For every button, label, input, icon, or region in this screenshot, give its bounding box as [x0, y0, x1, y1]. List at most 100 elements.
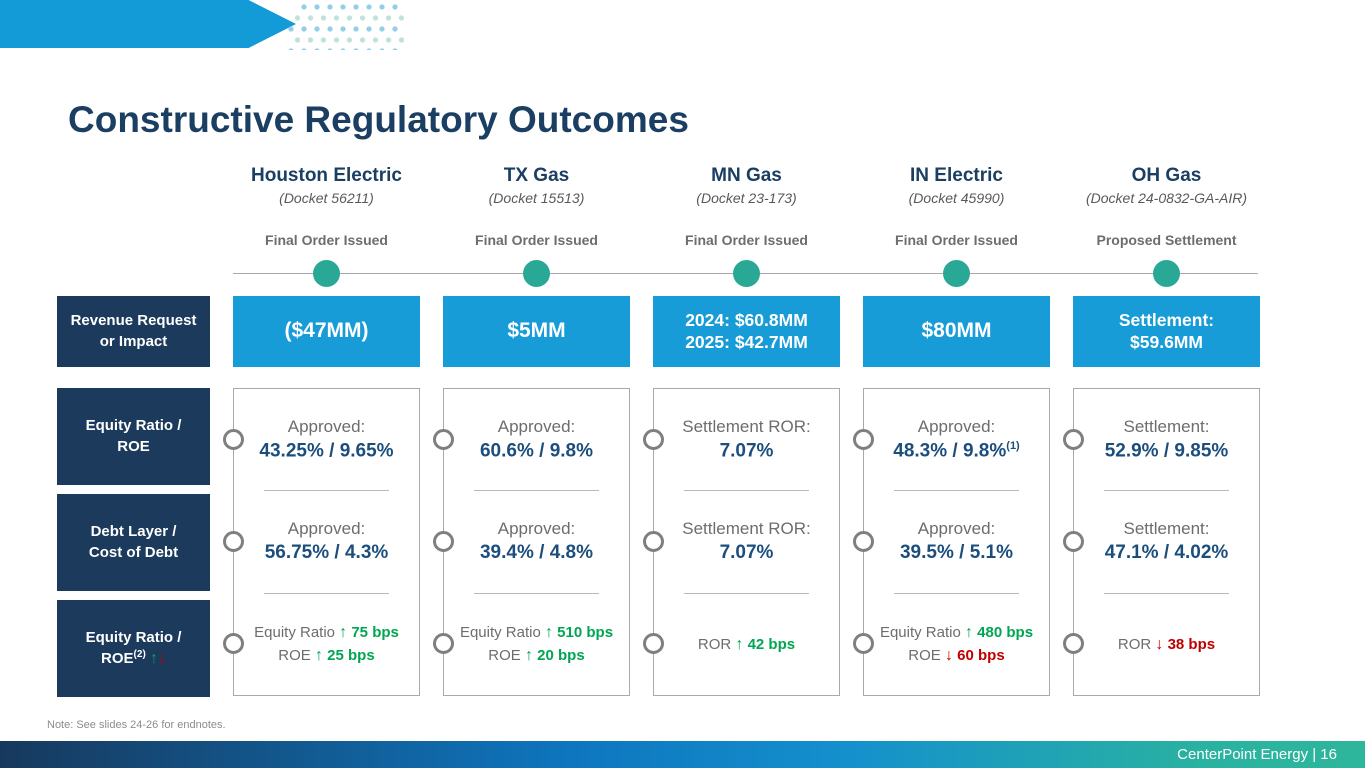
timeline-dot — [523, 260, 550, 287]
timeline-dot — [313, 260, 340, 287]
outcome-box-houston-electric: Approved: 43.25% / 9.65% Approved: 56.75… — [223, 388, 420, 696]
divider — [1103, 490, 1230, 492]
change-cell: Equity Ratio ↑ 75 bps ROE ↑ 25 bps — [254, 624, 399, 665]
down-arrow-icon: ↓ — [157, 649, 166, 667]
change-cell: ROR ↑ 42 bps — [697, 635, 796, 653]
status-label: Final Order Issued — [895, 232, 1018, 248]
column-header-oh-gas: OH Gas (Docket 24-0832-GA-AIR) — [1073, 165, 1260, 206]
column-header-in-electric: IN Electric (Docket 45990) — [863, 165, 1050, 206]
circle-marker — [853, 429, 874, 450]
column-header-mn-gas: MN Gas (Docket 23-173) — [653, 165, 840, 206]
circle-marker — [643, 531, 664, 552]
outcome-box-tx-gas: Approved: 60.6% / 9.8% Approved: 39.4% /… — [433, 388, 630, 696]
status-label: Final Order Issued — [685, 232, 808, 248]
column-header-houston-electric: Houston Electric (Docket 56211) — [233, 165, 420, 206]
revenue-value-box: ($47MM) — [233, 296, 420, 367]
circle-marker — [643, 633, 664, 654]
row-label-debt-cost: Debt Layer / Cost of Debt — [57, 494, 210, 591]
revenue-row: Revenue Request or Impact ($47MM) $5MM 2… — [57, 296, 1260, 367]
column-name: OH Gas — [1131, 165, 1202, 186]
column-name: Houston Electric — [251, 165, 402, 186]
up-arrow-icon: ↑ — [524, 647, 533, 665]
divider — [683, 592, 810, 594]
header-arrow-banner — [0, 0, 296, 48]
footer-page-label: CenterPoint Energy | 16 — [1177, 746, 1337, 763]
divider — [263, 592, 390, 594]
status-row: Final Order Issued Final Order Issued Fi… — [57, 232, 1260, 248]
outcome-box-mn-gas: Settlement ROR: 7.07% Settlement ROR: 7.… — [643, 388, 840, 696]
change-cell: Equity Ratio ↑ 510 bps ROE ↑ 20 bps — [459, 624, 614, 665]
docket-number: (Docket 24-0832-GA-AIR) — [1085, 189, 1248, 206]
up-arrow-icon: ↑ — [314, 647, 323, 665]
timeline-dot — [1153, 260, 1180, 287]
circle-marker — [853, 633, 874, 654]
outcomes-row: Equity Ratio / ROE Debt Layer / Cost of … — [57, 388, 1260, 697]
docket-number: (Docket 23-173) — [696, 189, 797, 206]
column-header-tx-gas: TX Gas (Docket 15513) — [443, 165, 630, 206]
row-label-revenue: Revenue Request or Impact — [57, 296, 210, 367]
circle-marker — [433, 633, 454, 654]
circle-marker — [223, 531, 244, 552]
change-cell: ROR ↓ 38 bps — [1117, 635, 1216, 653]
divider — [263, 490, 390, 492]
equity-roe-cell: Approved: 60.6% / 9.8% — [479, 417, 594, 462]
column-name: IN Electric — [910, 165, 1003, 186]
timeline-dot — [943, 260, 970, 287]
circle-marker — [643, 429, 664, 450]
change-cell: Equity Ratio ↑ 480 bps ROE ↓ 60 bps — [879, 624, 1034, 665]
timeline-dot — [733, 260, 760, 287]
docket-number: (Docket 45990) — [908, 189, 1005, 206]
divider — [893, 490, 1020, 492]
row-label-column: Equity Ratio / ROE Debt Layer / Cost of … — [57, 388, 210, 697]
circle-marker — [433, 429, 454, 450]
up-arrow-icon: ↑ — [735, 635, 744, 653]
revenue-value-box: 2024: $60.8MM 2025: $42.7MM — [653, 296, 840, 367]
footer-bar: CenterPoint Energy | 16 — [0, 741, 1365, 768]
circle-marker — [223, 633, 244, 654]
row-label-equity-roe: Equity Ratio / ROE — [57, 388, 210, 485]
divider — [473, 592, 600, 594]
dot-pattern-decoration — [288, 4, 404, 50]
up-arrow-icon: ↑ — [545, 624, 553, 642]
column-name: MN Gas — [711, 165, 782, 186]
up-arrow-icon: ↑ — [339, 624, 348, 642]
divider — [683, 490, 810, 492]
equity-roe-cell: Settlement: 52.9% / 9.85% — [1104, 417, 1229, 462]
outcome-box-oh-gas: Settlement: 52.9% / 9.85% Settlement: 47… — [1063, 388, 1260, 696]
circle-marker — [223, 429, 244, 450]
down-arrow-icon: ↓ — [944, 647, 953, 665]
equity-roe-cell: Approved: 43.25% / 9.65% — [259, 417, 394, 462]
revenue-value-box: $80MM — [863, 296, 1050, 367]
divider — [473, 490, 600, 492]
divider — [1103, 592, 1230, 594]
debt-cost-cell: Approved: 39.5% / 5.1% — [899, 519, 1014, 564]
circle-marker — [1063, 429, 1084, 450]
status-label: Final Order Issued — [475, 232, 598, 248]
circle-marker — [433, 531, 454, 552]
revenue-value-box: $5MM — [443, 296, 630, 367]
up-arrow-icon: ↑ — [965, 624, 973, 642]
debt-cost-cell: Approved: 39.4% / 4.8% — [479, 519, 594, 564]
debt-cost-cell: Settlement: 47.1% / 4.02% — [1104, 519, 1229, 564]
up-arrow-icon: ↑ — [149, 649, 158, 667]
equity-roe-cell: Approved: 48.3% / 9.8%(1) — [893, 417, 1020, 462]
status-label: Proposed Settlement — [1096, 232, 1237, 248]
row-label-equity-roe-change: Equity Ratio / ROE(2) ↑↓ — [57, 600, 210, 697]
outcome-box-in-electric: Approved: 48.3% / 9.8%(1) Approved: 39.5… — [853, 388, 1050, 696]
circle-marker — [1063, 633, 1084, 654]
column-header-row: Houston Electric (Docket 56211) TX Gas (… — [57, 165, 1260, 206]
divider — [893, 592, 1020, 594]
debt-cost-cell: Approved: 56.75% / 4.3% — [264, 519, 389, 564]
timeline — [57, 258, 1260, 292]
endnote-text: Note: See slides 24-26 for endnotes. — [47, 719, 226, 731]
docket-number: (Docket 56211) — [279, 189, 374, 206]
revenue-value-box: Settlement: $59.6MM — [1073, 296, 1260, 367]
status-label: Final Order Issued — [265, 232, 388, 248]
down-arrow-icon: ↓ — [1155, 635, 1164, 653]
debt-cost-cell: Settlement ROR: 7.07% — [682, 519, 811, 564]
circle-marker — [1063, 531, 1084, 552]
docket-number: (Docket 15513) — [488, 189, 585, 206]
equity-roe-cell: Settlement ROR: 7.07% — [682, 417, 811, 462]
page-title: Constructive Regulatory Outcomes — [68, 98, 689, 140]
